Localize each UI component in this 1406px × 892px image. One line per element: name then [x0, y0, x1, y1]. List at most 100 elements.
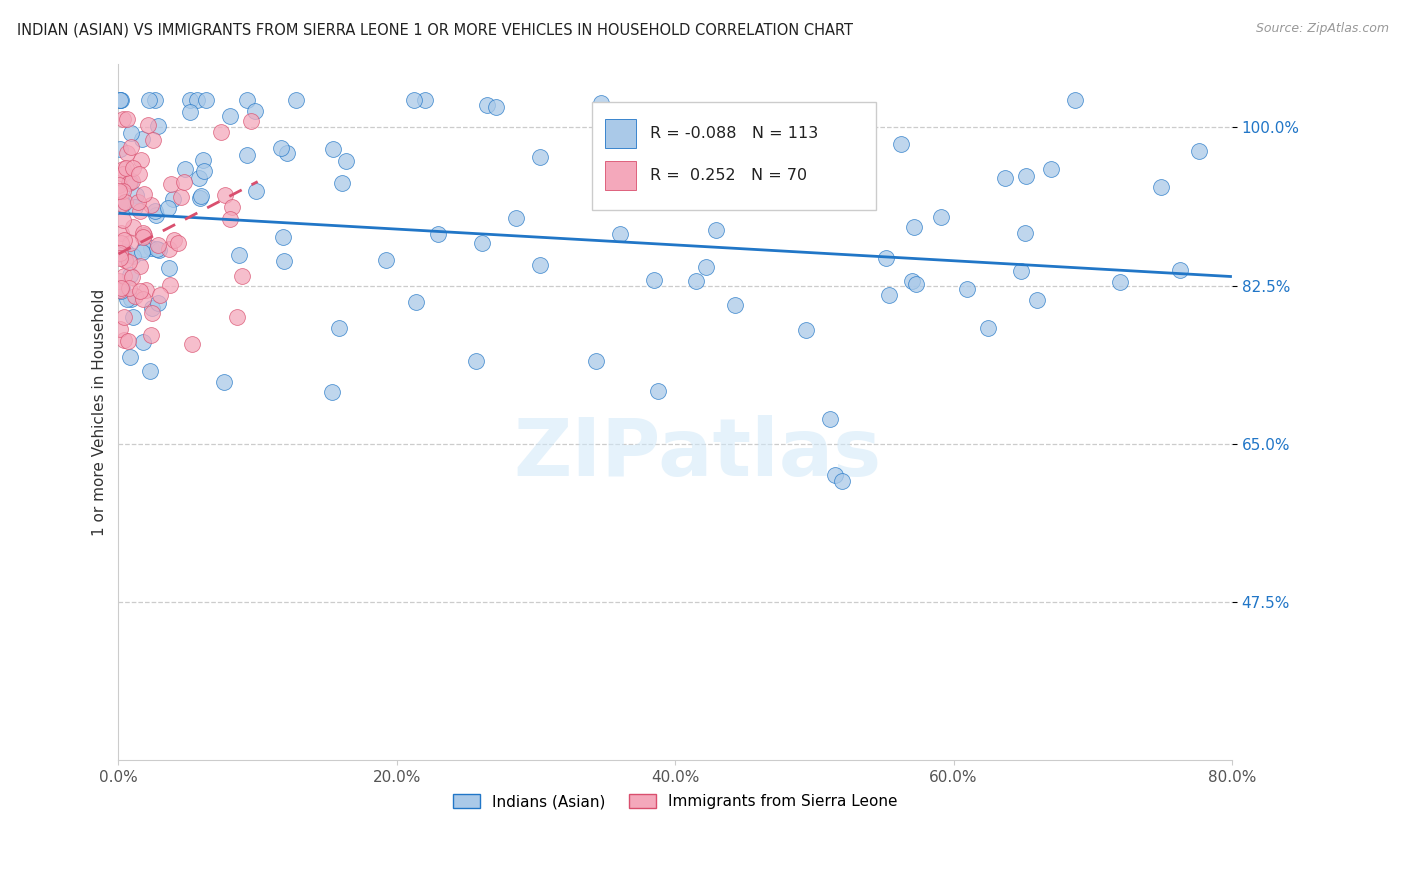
Point: [127, 195, 149, 210]
Point: [112, 197, 135, 211]
Text: R = -0.088   N = 113: R = -0.088 N = 113: [650, 126, 818, 141]
Point: [120, 140, 142, 154]
Point: [321, 384, 343, 399]
Point: [475, 97, 498, 112]
Point: [112, 333, 135, 347]
Point: [114, 194, 136, 209]
Point: [124, 200, 146, 214]
Point: [245, 184, 267, 198]
Point: [110, 235, 132, 250]
Point: [1025, 293, 1047, 308]
Point: [328, 321, 350, 335]
Point: [211, 125, 233, 139]
Point: [162, 192, 184, 206]
Point: [1014, 226, 1036, 240]
Point: [110, 284, 132, 298]
Point: [132, 292, 155, 306]
Point: [330, 176, 353, 190]
Point: [112, 268, 135, 283]
Point: [471, 236, 494, 251]
Point: [110, 93, 132, 107]
Point: [276, 146, 298, 161]
Point: [725, 160, 748, 174]
Point: [163, 233, 186, 247]
Point: [146, 119, 169, 133]
Point: [270, 141, 292, 155]
Point: [146, 296, 169, 310]
Point: [128, 167, 150, 181]
Point: [128, 204, 150, 219]
Point: [190, 189, 212, 203]
Point: [121, 127, 143, 141]
Text: R =  0.252   N = 70: R = 0.252 N = 70: [650, 168, 807, 183]
Point: [652, 150, 675, 164]
Point: [796, 323, 818, 337]
Point: [335, 154, 357, 169]
Point: [877, 287, 900, 301]
Point: [142, 133, 165, 147]
Point: [413, 93, 436, 107]
Point: [647, 384, 669, 398]
Point: [108, 274, 131, 288]
Point: [1168, 263, 1191, 277]
Point: [643, 273, 665, 287]
Point: [157, 261, 180, 276]
Point: [118, 281, 141, 295]
Point: [977, 321, 1000, 335]
Point: [110, 280, 132, 294]
Point: [143, 93, 166, 107]
Point: [118, 268, 141, 283]
Point: [231, 268, 253, 283]
Point: [129, 153, 152, 167]
Point: [609, 227, 631, 241]
Point: [118, 351, 141, 365]
Point: [889, 136, 911, 151]
Point: [1015, 169, 1038, 184]
Point: [117, 292, 139, 306]
Point: [112, 184, 135, 198]
Point: [129, 259, 152, 273]
Point: [132, 229, 155, 244]
Point: [111, 162, 134, 177]
Point: [143, 203, 166, 218]
Point: [135, 283, 157, 297]
Point: [112, 247, 135, 261]
Point: [146, 237, 169, 252]
Point: [160, 177, 183, 191]
Point: [111, 167, 134, 181]
Point: [131, 132, 153, 146]
Point: [875, 251, 897, 265]
Point: [193, 153, 215, 168]
FancyBboxPatch shape: [605, 161, 636, 190]
Point: [994, 171, 1017, 186]
Point: [236, 148, 259, 162]
Point: [193, 163, 215, 178]
Point: [585, 353, 607, 368]
Point: [122, 249, 145, 263]
Point: [112, 247, 135, 261]
Point: [132, 334, 155, 349]
FancyBboxPatch shape: [605, 119, 636, 148]
Point: [485, 100, 508, 114]
Point: [695, 260, 717, 274]
Point: [188, 191, 211, 205]
Text: INDIAN (ASIAN) VS IMMIGRANTS FROM SIERRA LEONE 1 OR MORE VEHICLES IN HOUSEHOLD C: INDIAN (ASIAN) VS IMMIGRANTS FROM SIERRA…: [17, 22, 853, 37]
Point: [141, 306, 163, 320]
Text: ZIPatlas: ZIPatlas: [513, 415, 882, 493]
Point: [529, 150, 551, 164]
FancyBboxPatch shape: [592, 103, 876, 211]
Point: [1039, 161, 1062, 176]
Point: [108, 184, 131, 198]
Point: [427, 227, 450, 241]
Point: [108, 93, 131, 107]
Point: [117, 145, 139, 160]
Point: [167, 235, 190, 250]
Point: [322, 142, 344, 156]
Point: [132, 186, 155, 201]
Point: [122, 161, 145, 175]
Point: [174, 161, 197, 176]
Point: [149, 288, 172, 302]
Point: [1064, 93, 1087, 107]
Point: [724, 298, 747, 312]
Point: [139, 241, 162, 255]
